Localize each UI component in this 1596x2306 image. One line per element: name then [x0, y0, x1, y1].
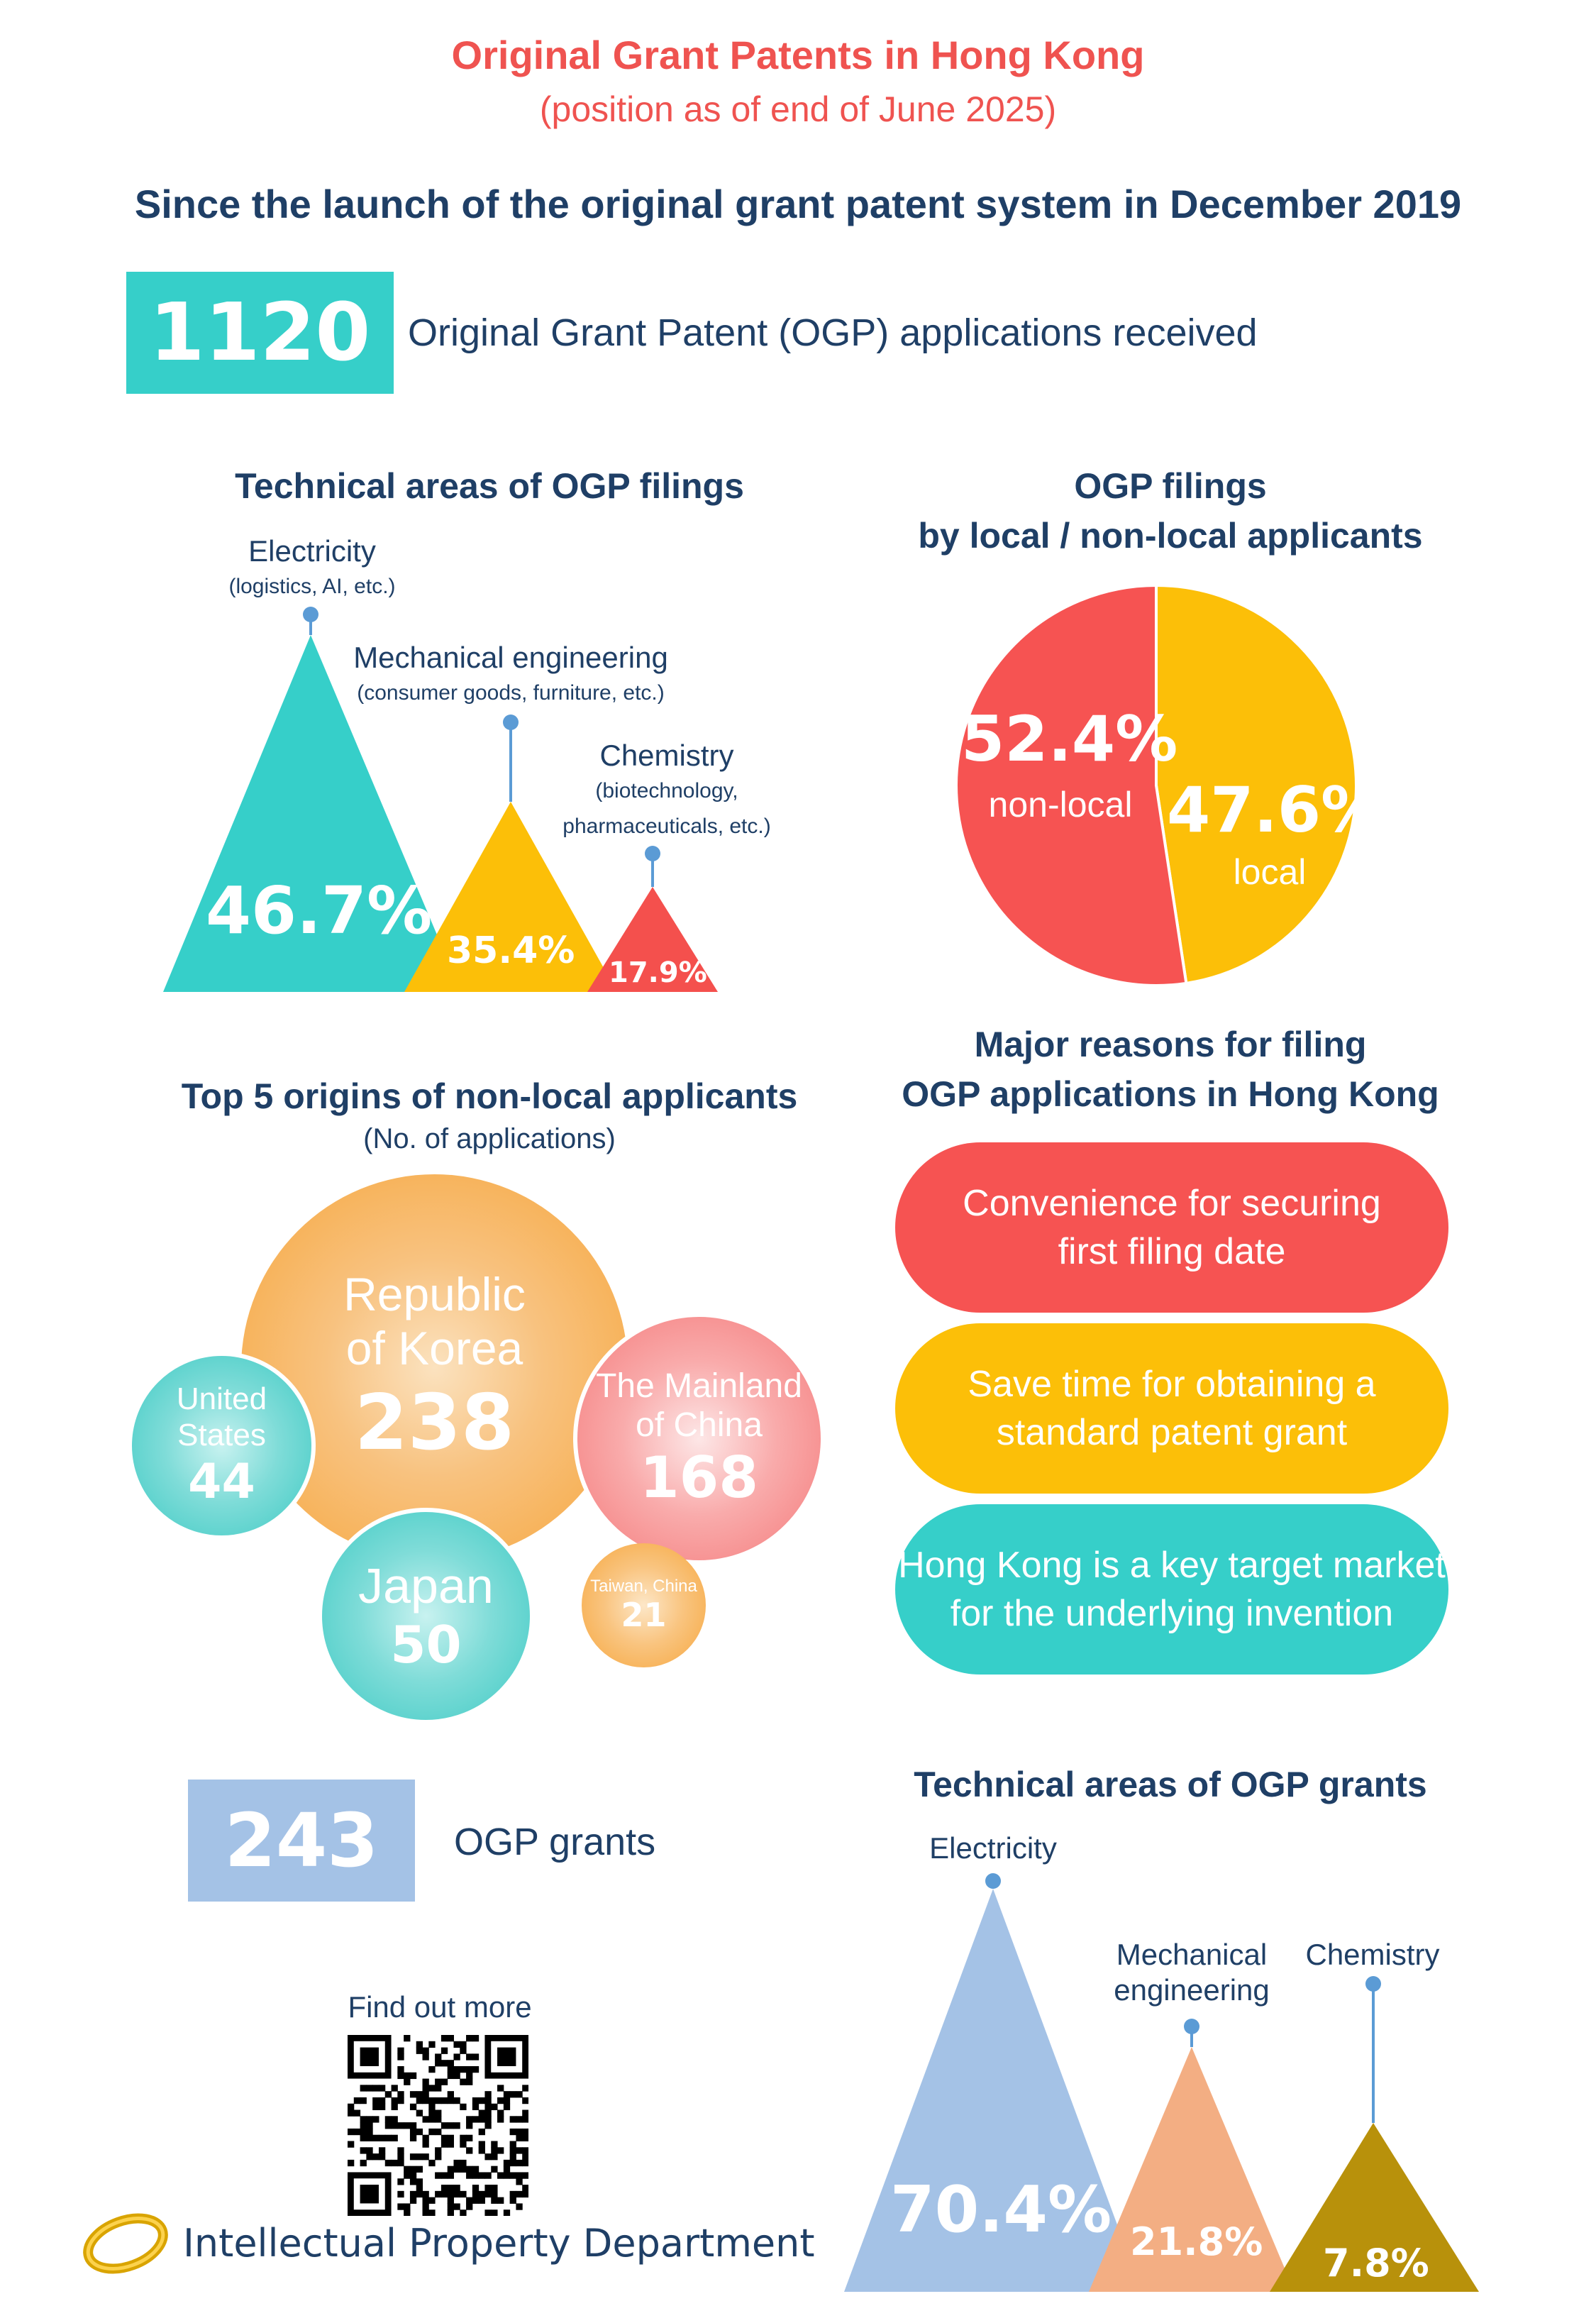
electricity-pin-dot	[303, 607, 318, 622]
origins-title: Top 5 origins of non-local applicants	[149, 1071, 830, 1121]
mechanical-pin-dot	[503, 715, 519, 730]
grant-chemistry-label: Chemistry	[1277, 1937, 1468, 1973]
chemistry-pin-dot	[645, 846, 660, 861]
local-pct: 47.6%	[1167, 773, 1383, 846]
reason-pill-convenience: Convenience for securingfirst filing dat…	[895, 1142, 1448, 1313]
grants-label: OGP grants	[454, 1820, 655, 1864]
filing-chemistry-label: Chemistry (biotechnology, pharmaceutical…	[539, 738, 794, 844]
filing-electricity-pct: 46.7%	[206, 873, 432, 949]
grant-electricity-pin-dot	[985, 1873, 1001, 1889]
department-logo-icon	[79, 2207, 172, 2281]
filing-mechanical-pct: 35.4%	[447, 929, 575, 972]
grant-chemistry-pin-dot	[1365, 1976, 1381, 1992]
reason-pill-save-time: Save time for obtaining astandard patent…	[895, 1323, 1448, 1494]
grant-areas-title: Technical areas of OGP grants	[872, 1760, 1468, 1809]
grant-chemistry-pct: 7.8%	[1323, 2241, 1429, 2285]
grant-mechanical-pin-dot	[1184, 2019, 1199, 2034]
bubble-korea: Republic of Korea 238	[241, 1174, 628, 1561]
filing-chemistry-pct: 17.9%	[609, 956, 707, 989]
bubble-united-states: United States 44	[128, 1352, 316, 1540]
grant-mechanical-pct: 21.8%	[1130, 2219, 1263, 2264]
filing-mechanical-label: Mechanical engineering (consumer goods, …	[340, 640, 681, 711]
grants-count-box: 243	[188, 1780, 415, 1902]
local-split-title: OGP filings by local / non-local applica…	[858, 461, 1483, 561]
bubble-mainland-china: The Mainland of China 168	[573, 1313, 825, 1565]
filing-electricity-label: Electricity (logistics, AI, etc.)	[177, 534, 447, 605]
grant-electricity-label: Electricity	[887, 1831, 1099, 1866]
bubble-japan: Japan 50	[318, 1508, 534, 1724]
origins-subtitle: (No. of applications)	[149, 1123, 830, 1155]
nonlocal-label: non-local	[965, 784, 1156, 825]
find-out-more-label: Find out more	[305, 1990, 575, 2024]
nonlocal-pct: 52.4%	[961, 702, 1177, 776]
reasons-title: Major reasons for filing OGP application…	[872, 1020, 1468, 1119]
local-label: local	[1199, 851, 1341, 893]
qr-code-icon[interactable]	[348, 2035, 528, 2216]
reason-pill-target-market: Hong Kong is a key target marketfor the …	[895, 1504, 1448, 1675]
bubble-taiwan: Taiwan, China 21	[582, 1543, 706, 1667]
department-name: Intellectual Property Department	[183, 2221, 815, 2266]
grant-electricity-pct: 70.4%	[890, 2173, 1112, 2247]
filing-areas-triangles	[0, 0, 851, 1008]
grant-mechanical-label: Mechanical engineering	[1085, 1937, 1298, 2008]
